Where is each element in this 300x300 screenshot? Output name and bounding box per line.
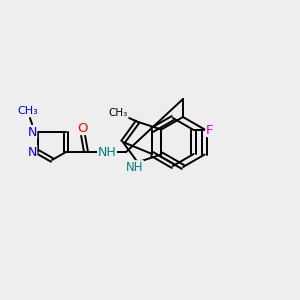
Text: N: N <box>27 146 37 158</box>
Text: N: N <box>27 125 37 139</box>
Text: CH₃: CH₃ <box>109 108 128 118</box>
Text: F: F <box>206 124 213 136</box>
Text: CH₃: CH₃ <box>18 106 38 116</box>
Text: O: O <box>78 122 88 134</box>
Text: NH: NH <box>98 146 116 158</box>
Text: NH: NH <box>126 161 143 174</box>
